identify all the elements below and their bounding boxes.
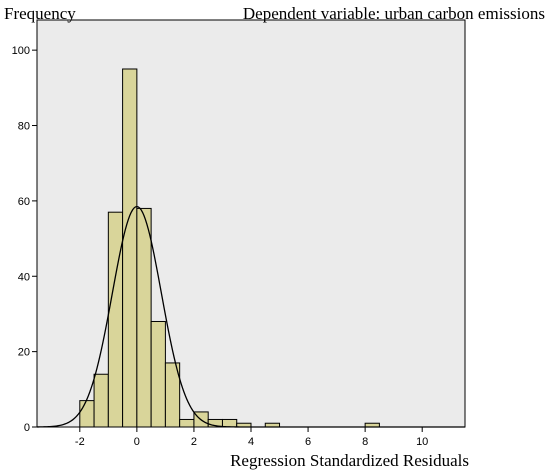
histogram-bar	[150, 320, 166, 428]
x-axis-label: Regression Standardized Residuals	[230, 451, 469, 470]
y-axis-label: Frequency	[4, 4, 76, 23]
x-tick-label: 0	[134, 436, 140, 448]
x-tick-label: 6	[305, 436, 311, 448]
y-tick-label: 60	[18, 196, 30, 208]
histogram-bar	[179, 418, 195, 428]
x-tick-label: 10	[416, 436, 428, 448]
y-tick-label: 0	[24, 422, 30, 434]
x-tick-label: 8	[362, 436, 368, 448]
histogram-bar	[79, 400, 95, 428]
y-tick-label: 40	[18, 271, 30, 283]
x-tick-label: 2	[191, 436, 197, 448]
histogram-bar	[136, 207, 152, 428]
y-tick-label: 100	[12, 45, 30, 57]
y-tick-label: 20	[18, 347, 30, 359]
y-tick-label: 80	[18, 121, 30, 133]
histogram-bar	[93, 373, 109, 428]
histogram-bar	[164, 362, 181, 428]
x-tick-label: 4	[248, 436, 254, 448]
y-axis: 0 20 40 60 80 100	[12, 45, 37, 434]
histogram-bar	[221, 418, 238, 428]
x-tick-label: -2	[75, 436, 85, 448]
x-axis: -2 0 2 4 6 8 10	[75, 427, 428, 448]
histogram-bar	[122, 68, 138, 428]
histogram-bar	[107, 211, 124, 428]
plot-area	[36, 19, 466, 428]
chart-title: Dependent variable: urban carbon emissio…	[243, 4, 545, 23]
